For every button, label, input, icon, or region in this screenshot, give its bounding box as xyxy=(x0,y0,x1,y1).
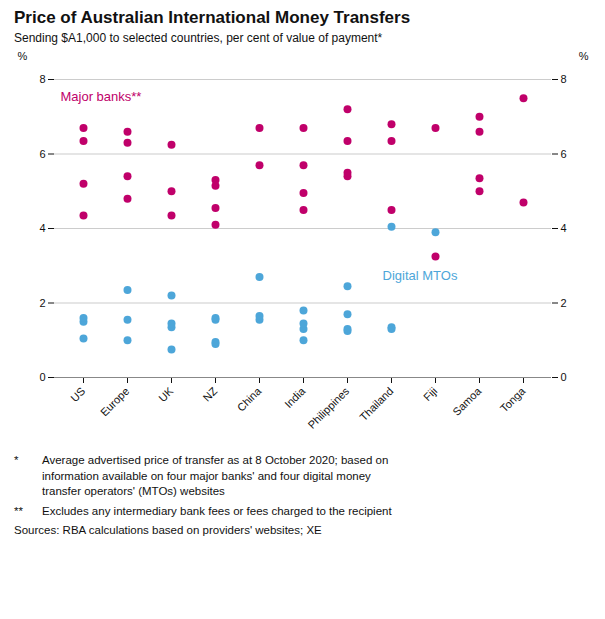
svg-text:Major banks**: Major banks** xyxy=(61,89,142,104)
svg-text:4: 4 xyxy=(39,222,45,234)
svg-text:India: India xyxy=(282,384,308,410)
svg-text:UK: UK xyxy=(156,384,176,404)
svg-text:China: China xyxy=(235,384,264,413)
svg-text:%: % xyxy=(18,50,28,62)
svg-text:Fiji: Fiji xyxy=(421,385,439,403)
svg-text:0: 0 xyxy=(561,371,567,383)
svg-text:8: 8 xyxy=(39,73,45,85)
svg-text:2: 2 xyxy=(39,297,45,309)
svg-text:Digital MTOs: Digital MTOs xyxy=(383,268,458,283)
svg-text:Samoa: Samoa xyxy=(450,384,484,418)
html-text:Average advertised price of tr: Average advertised price of transfer as … xyxy=(42,454,389,497)
html-text:Excludes any intermediary bank: Excludes any intermediary bank fees or f… xyxy=(42,504,392,517)
svg-text:Philippines: Philippines xyxy=(305,384,351,430)
svg-text:%: % xyxy=(579,50,589,62)
svg-text:NZ: NZ xyxy=(201,385,220,404)
svg-text:US: US xyxy=(68,385,87,404)
svg-text:2: 2 xyxy=(561,297,567,309)
html-text:Sending $A1,000 to selected co: Sending $A1,000 to selected countries, p… xyxy=(14,31,383,45)
svg-text:Tonga: Tonga xyxy=(498,384,528,414)
html-text:Sources: RBA calculations base: Sources: RBA calculations based on provi… xyxy=(14,524,322,537)
html-text:Price of Australian Internatio: Price of Australian International Money … xyxy=(14,8,411,27)
svg-text:Thailand: Thailand xyxy=(357,385,395,423)
svg-text:8: 8 xyxy=(561,73,567,85)
svg-text:6: 6 xyxy=(39,148,45,160)
svg-text:4: 4 xyxy=(561,222,567,234)
svg-text:6: 6 xyxy=(561,148,567,160)
svg-text:0: 0 xyxy=(39,371,45,383)
svg-text:Europe: Europe xyxy=(98,385,132,419)
